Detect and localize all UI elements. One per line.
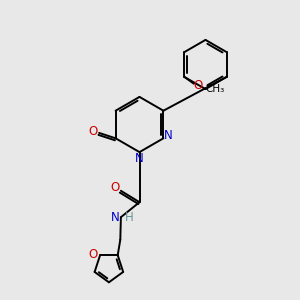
Text: N: N: [111, 211, 120, 224]
Text: O: O: [88, 125, 98, 138]
Text: N: N: [135, 152, 144, 165]
Text: H: H: [125, 211, 134, 224]
Text: O: O: [88, 248, 98, 261]
Text: CH₃: CH₃: [205, 84, 224, 94]
Text: N: N: [164, 129, 172, 142]
Text: O: O: [194, 79, 203, 92]
Text: O: O: [110, 181, 119, 194]
